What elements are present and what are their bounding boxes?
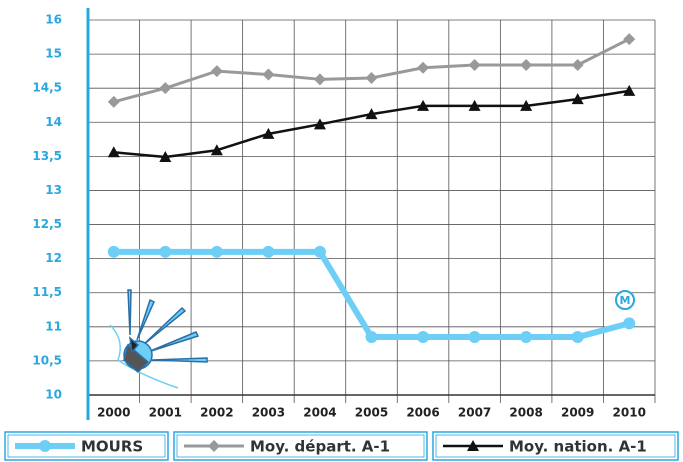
svg-text:M: M — [620, 294, 631, 307]
x-tick-label: 2006 — [406, 406, 439, 420]
y-tick-label: 13,5 — [32, 149, 62, 163]
point — [520, 331, 532, 343]
logo — [110, 290, 207, 388]
point — [159, 82, 171, 94]
legend-label: MOURS — [81, 438, 143, 456]
y-tick-label: 12 — [45, 251, 62, 265]
point — [469, 59, 481, 71]
x-tick-label: 2010 — [613, 406, 646, 420]
point — [211, 65, 223, 77]
point — [211, 246, 223, 258]
legend-label: Moy. nation. A-1 — [509, 438, 647, 456]
x-tick-label: 2001 — [149, 406, 182, 420]
y-tick-label: 10 — [45, 388, 62, 402]
x-tick-label: 2002 — [200, 406, 233, 420]
x-tick-label: 2007 — [458, 406, 491, 420]
point — [572, 331, 584, 343]
y-tick-label: 14 — [45, 115, 62, 129]
point — [39, 440, 51, 452]
point — [314, 73, 326, 85]
point — [108, 246, 120, 258]
point — [572, 59, 584, 71]
y-tick-label: 12,5 — [32, 217, 62, 231]
y-tick-label: 11,5 — [32, 285, 62, 299]
y-tick-label: 13 — [45, 183, 62, 197]
y-tick-label: 10,5 — [32, 353, 62, 367]
point — [262, 246, 274, 258]
point — [417, 62, 429, 74]
point — [108, 96, 120, 108]
point — [469, 331, 481, 343]
point — [366, 331, 378, 343]
y-tick-label: 15 — [45, 47, 62, 61]
point — [623, 317, 635, 329]
point — [417, 331, 429, 343]
y-tick-label: 11 — [45, 319, 62, 333]
point — [623, 33, 635, 45]
chart: 10 10,5 11 11,5 12 12,5 13 13,5 14 14,5 15 16 2000 20… — [0, 0, 683, 462]
x-tick-label: 2005 — [355, 406, 388, 420]
y-tick-label: 16 — [45, 13, 62, 27]
point — [159, 246, 171, 258]
point — [314, 246, 326, 258]
point — [520, 59, 532, 71]
x-tick-label: 2004 — [303, 406, 336, 420]
legend-label: Moy. départ. A-1 — [250, 438, 390, 456]
x-tick-label: 2000 — [97, 406, 130, 420]
x-tick-label: 2008 — [509, 406, 542, 420]
x-tick-label: 2009 — [561, 406, 594, 420]
x-tick-label: 2003 — [252, 406, 285, 420]
y-tick-label: 14,5 — [32, 81, 62, 95]
point — [366, 72, 378, 84]
mours-badge: M — [616, 291, 634, 309]
point — [262, 69, 274, 81]
